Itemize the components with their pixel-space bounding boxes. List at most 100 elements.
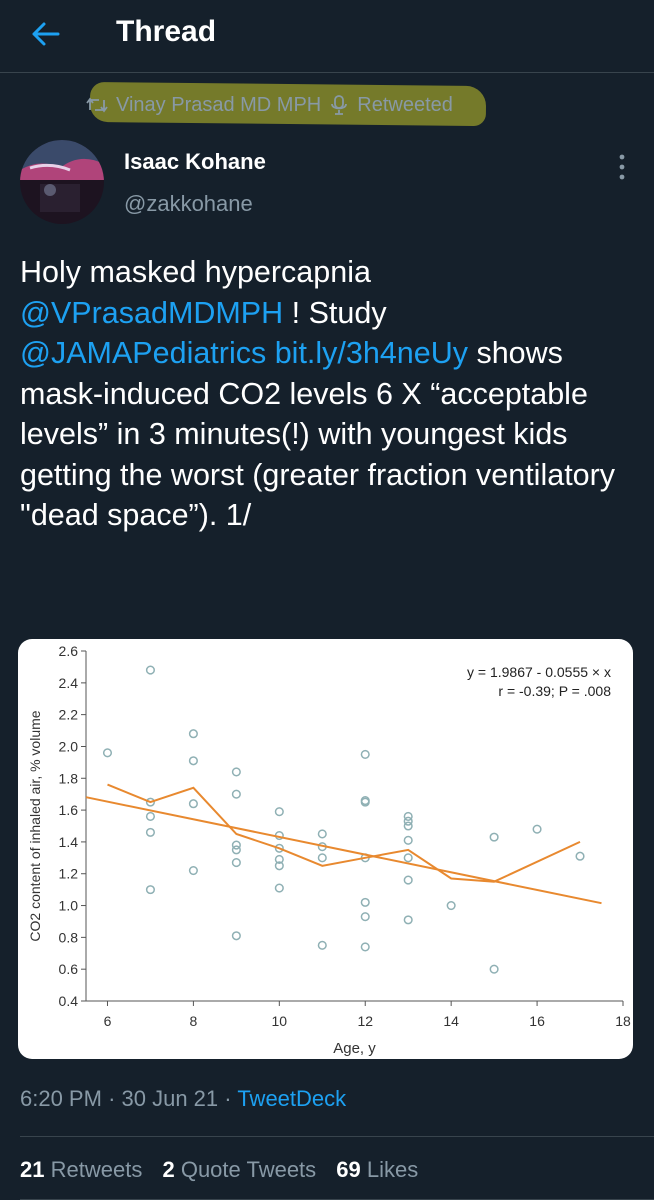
data-point bbox=[360, 897, 370, 907]
avatar[interactable] bbox=[20, 140, 104, 224]
data-point bbox=[274, 843, 284, 853]
data-point bbox=[403, 821, 413, 831]
author-name[interactable]: Isaac Kohane bbox=[124, 149, 266, 174]
data-point bbox=[360, 912, 370, 922]
data-point bbox=[145, 885, 155, 895]
y-tick-label: 0.4 bbox=[59, 993, 79, 1009]
likes-stat[interactable]: 69 Likes bbox=[336, 1157, 418, 1182]
x-tick-label: 14 bbox=[443, 1013, 459, 1029]
data-point bbox=[446, 900, 456, 911]
retweets-stat[interactable]: 21 Retweets bbox=[20, 1157, 142, 1182]
data-point bbox=[274, 861, 284, 871]
y-tick-label: 0.8 bbox=[59, 929, 79, 945]
x-tick-label: 12 bbox=[357, 1013, 373, 1029]
retweets-count: 21 bbox=[20, 1157, 45, 1182]
separator-dot: · bbox=[224, 1086, 238, 1111]
x-tick-label: 10 bbox=[272, 1013, 288, 1029]
mention-vprasad[interactable]: @VPrasadMDMPH bbox=[20, 295, 284, 330]
data-point bbox=[489, 964, 499, 974]
tweet-source[interactable]: TweetDeck bbox=[237, 1086, 347, 1111]
y-tick-label: 2.2 bbox=[59, 707, 79, 723]
top-bar: Thread bbox=[0, 0, 654, 73]
regression-annotation: y = 1.9867 - 0.0555 × x bbox=[467, 664, 611, 680]
data-point bbox=[403, 816, 413, 826]
data-point bbox=[231, 840, 241, 850]
tweet-text-part: ! Study bbox=[283, 295, 387, 330]
data-point bbox=[231, 858, 241, 868]
more-options-button[interactable] bbox=[610, 150, 634, 184]
y-tick-label: 2.0 bbox=[59, 738, 79, 754]
data-point bbox=[231, 931, 241, 941]
regression-annotation: r = -0.39; P = .008 bbox=[498, 683, 611, 699]
tweet-date: 30 Jun 21 bbox=[121, 1086, 219, 1111]
tweet-link[interactable]: bit.ly/3h4neUy bbox=[274, 336, 468, 370]
data-point bbox=[274, 883, 284, 893]
data-point bbox=[575, 851, 585, 861]
podcast-mic-icon bbox=[331, 95, 348, 115]
retweet-icon bbox=[86, 97, 108, 113]
data-point bbox=[360, 797, 370, 807]
data-point bbox=[317, 940, 327, 950]
data-point bbox=[403, 811, 413, 822]
y-axis-label: CO2 content of inhaled air, % volume bbox=[27, 710, 43, 941]
data-point bbox=[317, 853, 327, 863]
regression-line bbox=[85, 796, 602, 905]
retweet-context[interactable]: Vinay Prasad MD MPH Retweeted bbox=[86, 90, 453, 120]
quotes-label: Quote Tweets bbox=[180, 1157, 317, 1182]
separator-dot: · bbox=[108, 1086, 122, 1111]
data-point bbox=[188, 729, 198, 739]
data-point bbox=[145, 811, 155, 822]
y-tick-label: 1.4 bbox=[59, 834, 79, 850]
data-point bbox=[145, 665, 155, 675]
data-point bbox=[317, 829, 327, 839]
y-tick-label: 1.2 bbox=[59, 866, 79, 882]
data-point bbox=[274, 854, 284, 864]
tweet-image[interactable]: 0.4 0.6 0.8 1.0 1.2 1.4 1.6 1.8 2.0 2.2 2.4 2.6 6 8 10… bbox=[18, 639, 633, 1059]
data-point bbox=[231, 767, 241, 777]
quotes-count: 2 bbox=[162, 1157, 175, 1182]
likes-label: Likes bbox=[366, 1157, 419, 1182]
tweet-meta: 6:20 PM · 30 Jun 21 · TweetDeck bbox=[20, 1084, 346, 1114]
y-tick-label: 1.0 bbox=[59, 898, 79, 914]
data-point bbox=[403, 875, 413, 885]
divider bbox=[20, 1136, 654, 1137]
data-point bbox=[274, 807, 284, 817]
more-vertical-icon bbox=[619, 154, 625, 180]
data-point bbox=[403, 835, 413, 845]
tweet-text-part: Holy masked hypercapnia bbox=[20, 255, 371, 289]
quotes-stat[interactable]: 2 Quote Tweets bbox=[162, 1157, 316, 1182]
data-point bbox=[360, 749, 370, 759]
data-point bbox=[231, 789, 241, 799]
tweet-stats: 21 Retweets 2 Quote Tweets 69 Likes bbox=[20, 1154, 432, 1186]
data-point bbox=[231, 845, 241, 855]
tweet-time: 6:20 PM bbox=[20, 1086, 102, 1111]
data-point bbox=[532, 824, 542, 834]
y-tick-label: 0.6 bbox=[59, 961, 79, 977]
scatter-chart: 0.4 0.6 0.8 1.0 1.2 1.4 1.6 1.8 2.0 2.2 2.4 2.6 6 8 10… bbox=[27, 643, 631, 1057]
x-tick-label: 18 bbox=[615, 1013, 631, 1029]
data-point bbox=[188, 756, 198, 766]
arrow-left-icon bbox=[32, 22, 60, 46]
data-point bbox=[489, 832, 499, 842]
y-tick-label: 1.6 bbox=[59, 802, 79, 818]
x-tick-label: 8 bbox=[190, 1013, 198, 1029]
data-point bbox=[403, 853, 413, 863]
retweeter-name: Vinay Prasad MD MPH bbox=[116, 94, 322, 116]
data-point bbox=[188, 865, 198, 876]
author-handle[interactable]: @zakkohane bbox=[124, 191, 253, 216]
tweet-text: Holy masked hypercapnia @VPrasadMDMPH ! … bbox=[20, 252, 640, 536]
mention-jamapediatrics[interactable]: @JAMAPediatrics bbox=[20, 336, 267, 370]
data-point bbox=[145, 797, 155, 807]
mean-line bbox=[107, 783, 581, 883]
back-button[interactable] bbox=[24, 12, 68, 56]
likes-count: 69 bbox=[336, 1157, 361, 1182]
retweeted-label: Retweeted bbox=[357, 94, 453, 116]
y-tick-label: 2.6 bbox=[59, 643, 79, 659]
x-axis-label: Age, y bbox=[333, 1040, 376, 1057]
data-point bbox=[360, 942, 370, 952]
x-tick-label: 6 bbox=[104, 1013, 112, 1029]
tweet-text-part bbox=[266, 336, 274, 370]
y-tick-label: 2.4 bbox=[59, 675, 79, 691]
data-point bbox=[188, 799, 198, 809]
data-point bbox=[145, 827, 155, 837]
